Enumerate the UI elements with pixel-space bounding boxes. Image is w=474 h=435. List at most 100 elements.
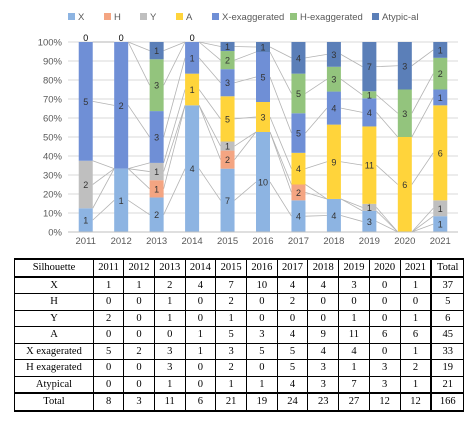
table-cell: 1 (338, 359, 370, 377)
data-label: 0 (119, 33, 124, 43)
table-cell: 0 (399, 293, 432, 311)
table-cell: 0 (184, 375, 217, 394)
table-cell: 2 (153, 276, 186, 294)
data-label: 4 (331, 211, 336, 221)
data-label: 1 (438, 220, 443, 230)
data-label: 3 (154, 81, 159, 91)
data-label: 0 (83, 33, 88, 43)
data-label: 4 (331, 104, 336, 114)
table-cell: 0 (245, 309, 278, 327)
data-label: 1 (260, 43, 265, 53)
bar-segment (291, 184, 306, 201)
table-cell: 1 (399, 375, 432, 394)
legend-swatch (372, 13, 379, 20)
table-header-cell: 2020 (368, 258, 401, 278)
table-cell: 12 (399, 392, 432, 412)
data-label: 0 (119, 33, 124, 43)
data-label: 6 (438, 148, 443, 158)
bar-segment (326, 198, 341, 232)
series-line (92, 57, 434, 138)
bar-segment (326, 66, 341, 92)
y-tick-label: 20% (43, 190, 63, 201)
bar-segment (433, 200, 448, 217)
data-label: 3 (331, 50, 336, 60)
data-label: 4 (296, 53, 301, 63)
legend-swatch (68, 13, 75, 20)
data-label: 3 (402, 109, 407, 119)
x-tick-label: 2016 (252, 236, 273, 246)
bar-segment (256, 102, 270, 132)
silhouette-table: Silhouette 2011 2012 2013 2014 2015 2016 2017 20… (14, 258, 465, 412)
data-label: 3 (225, 78, 230, 88)
table-cell: X exagerated (14, 342, 94, 360)
table-cell: 0 (92, 293, 125, 311)
table-cell: X (14, 276, 94, 294)
data-label: 5 (296, 89, 301, 99)
table-cell: 1 (153, 375, 186, 394)
x-tick-label: 2011 (76, 236, 96, 246)
data-label: 3 (331, 75, 336, 85)
bar-segment (185, 105, 200, 232)
table-cell: 8 (92, 392, 125, 412)
table-header-cell: 2021 (399, 258, 432, 278)
bar-segment (114, 42, 129, 169)
bar-segment (78, 208, 93, 232)
table-cell: 3 (307, 375, 340, 394)
legend-swatch (212, 13, 219, 20)
bar-segment (397, 137, 412, 232)
table-cell: 33 (430, 342, 465, 360)
table-cell: 4 (276, 276, 309, 294)
series-line (92, 105, 434, 233)
data-label: 1 (154, 46, 159, 56)
bar-segment (433, 89, 448, 106)
table-cell: 4 (307, 276, 340, 294)
table-cell: 19 (245, 392, 278, 412)
y-tick-label: 10% (43, 209, 63, 220)
data-label: 1 (438, 204, 443, 214)
table-cell: 1 (399, 342, 432, 360)
data-label: 1 (438, 93, 443, 103)
data-label: 5 (260, 73, 265, 83)
bar-segment (433, 57, 448, 90)
x-tick-label: 2018 (323, 236, 344, 246)
table-row: A 0 0 0 1 5 3 4 9 11 6 6 45 (14, 326, 465, 344)
data-label: 7 (367, 62, 372, 72)
bar-segment (291, 152, 306, 185)
table-cell: Atypical (14, 375, 94, 394)
bar-segment (78, 42, 93, 161)
table-cell: 1 (153, 309, 186, 327)
table-cell: 0 (92, 359, 125, 377)
data-label: 4 (190, 164, 195, 174)
table-cell: 11 (153, 392, 186, 412)
legend-swatch (140, 13, 147, 20)
table-header-cell: 2012 (123, 258, 155, 278)
table-cell: 3 (153, 342, 186, 360)
data-label: 3 (367, 217, 372, 227)
bar-segment (149, 42, 164, 60)
data-label: 7 (225, 196, 230, 206)
table-cell: 0 (276, 309, 309, 327)
table-cell: 6 (430, 309, 465, 327)
table-cell: 9 (307, 326, 340, 344)
data-label: 2 (225, 155, 230, 165)
table-cell: 1 (399, 309, 432, 327)
table-cell: 5 (245, 342, 278, 360)
table-cell: 0 (368, 276, 401, 294)
table-cell: Total (14, 392, 94, 412)
table-header-row: Silhouette 2011 2012 2013 2014 2015 2016 2017 20… (14, 258, 465, 278)
x-tick-label: 2017 (288, 236, 309, 246)
table-cell: 1 (338, 309, 370, 327)
table-cell: 3 (215, 342, 247, 360)
bar-segment (433, 42, 448, 58)
table-cell: 10 (245, 276, 278, 294)
legend-swatch (104, 13, 111, 20)
table-row: X 1 1 2 4 7 10 4 4 3 0 1 37 (14, 276, 465, 294)
table-cell: 2 (123, 342, 155, 360)
bar-segment (220, 141, 235, 151)
data-label: 5 (225, 114, 230, 124)
bar-segment (78, 160, 93, 209)
table-cell: 21 (430, 375, 465, 394)
data-label: 4 (296, 164, 301, 174)
table-cell: 0 (92, 326, 125, 344)
bar-segment (433, 105, 448, 201)
